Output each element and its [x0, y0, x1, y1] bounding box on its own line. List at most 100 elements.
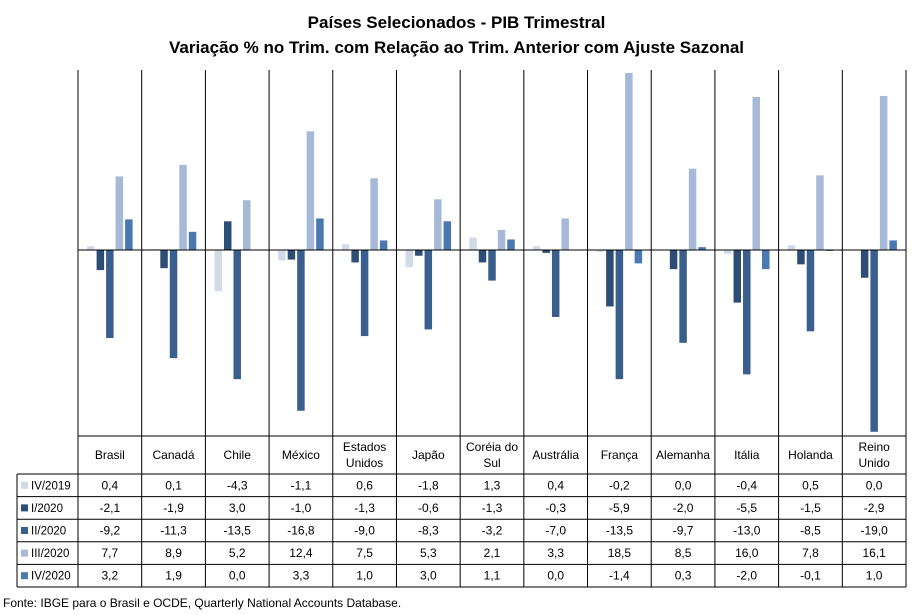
category-label: Brasil — [95, 448, 125, 462]
bar — [507, 239, 515, 250]
bar — [434, 199, 442, 250]
data-label: 0,0 — [675, 478, 692, 492]
category-label-line: Alemanha — [656, 448, 710, 462]
bar — [561, 218, 569, 250]
data-label: -19,0 — [860, 524, 888, 538]
bar — [424, 250, 433, 330]
bar — [405, 250, 414, 268]
bar — [816, 175, 824, 250]
bar — [806, 250, 815, 332]
data-label: 0,3 — [675, 569, 692, 583]
data-label: 7,5 — [356, 546, 373, 560]
bar — [278, 250, 286, 261]
data-label: 7,7 — [102, 546, 119, 560]
legend-key — [21, 572, 28, 580]
data-label: 12,4 — [289, 546, 313, 560]
data-label: 1,3 — [484, 478, 501, 492]
category-label-line: Canadá — [153, 448, 195, 462]
data-label: 5,2 — [229, 546, 246, 560]
data-label: -1,0 — [291, 501, 312, 515]
data-label: -5,5 — [736, 501, 757, 515]
bar — [469, 237, 477, 250]
category-label-line: Coréia do — [466, 440, 518, 454]
data-label: -16,8 — [287, 524, 315, 538]
bar — [360, 250, 369, 337]
category-label-line: Reino — [858, 440, 890, 454]
bar — [370, 178, 378, 250]
data-label: 0,1 — [165, 478, 182, 492]
data-label: -9,7 — [673, 524, 694, 538]
bar — [160, 250, 168, 269]
data-label: -13,0 — [733, 524, 761, 538]
bar — [879, 95, 888, 251]
bar — [752, 96, 761, 251]
category-label-line: Japão — [412, 448, 445, 462]
data-label: -13,5 — [224, 524, 252, 538]
category-label-line: Holanda — [788, 448, 833, 462]
bar — [188, 231, 197, 250]
data-label: -2,0 — [736, 569, 757, 583]
bar — [287, 250, 296, 260]
data-label: -5,9 — [609, 501, 630, 515]
data-label: -0,2 — [609, 478, 630, 492]
data-label: 1,0 — [866, 569, 883, 583]
legend-key — [21, 527, 28, 534]
bar — [87, 246, 95, 250]
data-label: 3,2 — [102, 569, 119, 583]
chart-subtitle-line: Variação % no Trim. com Relação ao Trim.… — [168, 38, 745, 57]
data-label: -4,3 — [227, 478, 248, 492]
data-label: 1,1 — [484, 569, 501, 583]
chart-title-line: Países Selecionados - PIB Trimestral — [307, 13, 606, 32]
data-label: -1,1 — [291, 478, 312, 492]
data-label: 16,0 — [735, 546, 759, 560]
bar — [762, 250, 770, 270]
data-label: 3,3 — [547, 546, 564, 560]
bar — [443, 221, 452, 250]
data-label: -8,5 — [800, 524, 821, 538]
data-label: 5,3 — [420, 546, 437, 560]
bar — [615, 250, 624, 380]
data-label: 0,6 — [356, 478, 373, 492]
data-label: 0,4 — [547, 478, 564, 492]
legend-label: II/2020 — [31, 526, 66, 538]
legend-key — [21, 549, 28, 557]
bar — [106, 250, 114, 339]
bar — [625, 73, 633, 250]
category-label: França — [601, 448, 639, 462]
data-label: 18,5 — [608, 546, 632, 560]
bar — [743, 250, 751, 375]
data-label: 0,0 — [547, 569, 564, 583]
category-label: Chile — [224, 448, 252, 462]
bar — [733, 250, 742, 303]
bar — [542, 250, 550, 253]
data-label: -2,1 — [100, 501, 121, 515]
category-label-line: Itália — [734, 448, 760, 462]
bar — [669, 250, 678, 270]
bar — [488, 250, 496, 281]
category-label-line: Unido — [858, 456, 890, 470]
chart-title: Países Selecionados - PIB Trimestral Var… — [0, 10, 913, 60]
data-label: -1,9 — [163, 501, 184, 515]
data-label: -1,3 — [482, 501, 503, 515]
category-label: Estados Unidos — [343, 440, 386, 470]
category-label-line: Sul — [483, 456, 500, 470]
legend-label: III/2020 — [31, 548, 69, 560]
category-label-line: México — [282, 448, 320, 462]
data-label: -1,4 — [609, 569, 630, 583]
data-label: 1,0 — [356, 569, 373, 583]
legend-key — [21, 504, 28, 512]
data-label: -11,3 — [160, 524, 187, 538]
bar — [698, 247, 706, 250]
category-label: Alemanha — [656, 448, 710, 462]
bar — [316, 218, 324, 250]
data-label: -2,0 — [673, 501, 694, 515]
bar — [797, 250, 805, 265]
data-label: 0,4 — [102, 478, 119, 492]
data-label: 7,8 — [802, 546, 819, 560]
data-label: 0,5 — [802, 478, 819, 492]
bar — [233, 250, 241, 380]
bar — [606, 250, 614, 307]
data-label: -1,5 — [800, 501, 821, 515]
bar — [115, 176, 124, 250]
bar — [497, 229, 506, 250]
